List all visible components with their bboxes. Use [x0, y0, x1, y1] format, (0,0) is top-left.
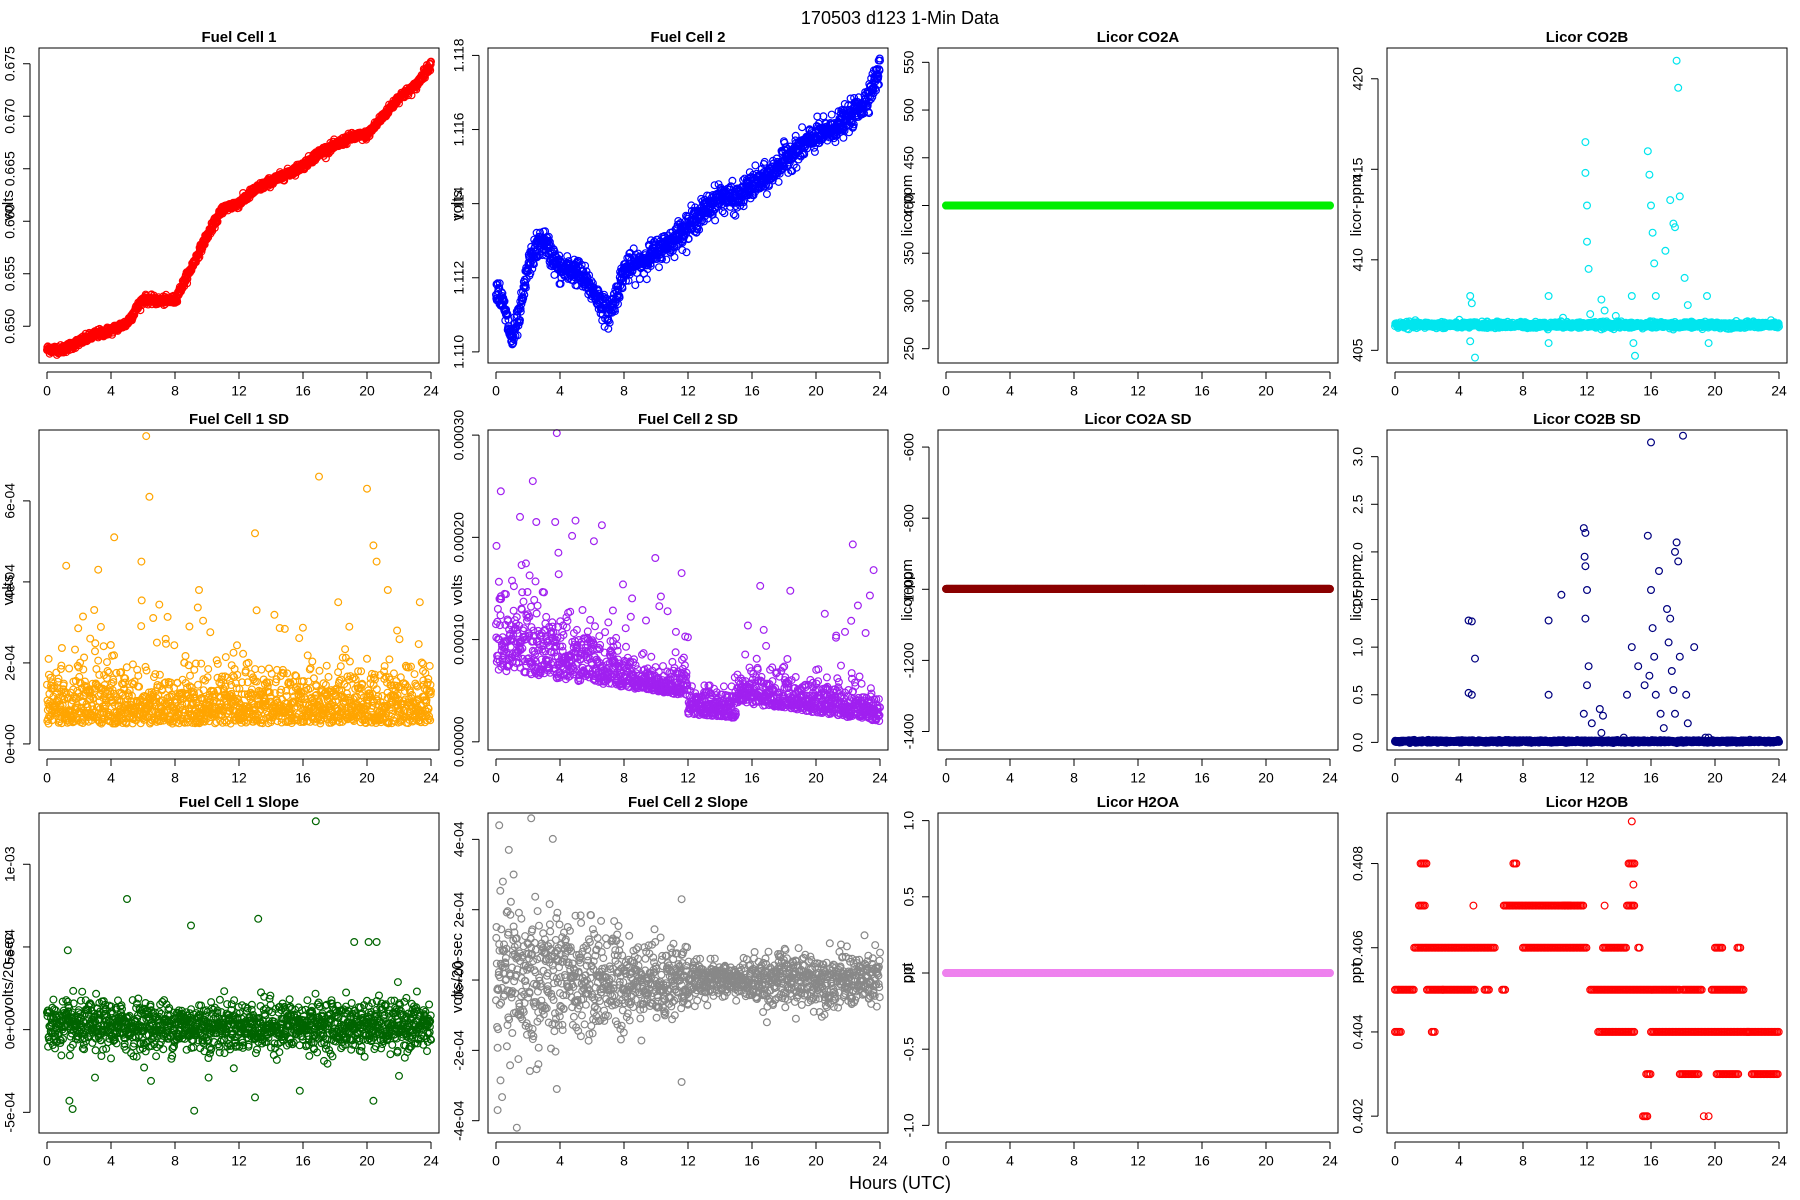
figure-xlabel: Hours (UTC): [849, 1173, 951, 1193]
x-tick-label: 0: [492, 383, 500, 399]
y-tick-label: 350: [901, 241, 917, 265]
y-tick-label: 1.110: [451, 335, 467, 369]
y-tick-label: 500: [901, 98, 917, 122]
panel-title: Fuel Cell 2: [650, 29, 725, 46]
panel-title: Licor CO2A: [1097, 29, 1180, 46]
y-tick-label: 450: [901, 146, 917, 170]
x-tick-label: 20: [808, 383, 824, 399]
y-tick-label: 250: [901, 337, 917, 361]
x-tick-label: 4: [556, 383, 564, 399]
panels-group: Fuel Cell 1 volts 0 4 8 12 16 20 24 0.650 0.655 0.6…: [0, 29, 1788, 1169]
y-tick-label: 1.116: [451, 112, 467, 146]
points-group: [42, 57, 436, 359]
x-tick-label: 4: [1006, 383, 1014, 399]
x-tick-label: 16: [295, 383, 311, 399]
x-tick-label: 24: [1322, 383, 1338, 399]
y-tick-label: 0.655: [2, 256, 18, 291]
y-tick-label: 0.675: [2, 46, 18, 81]
y-tick-label: 400: [901, 194, 917, 218]
x-tick-label: 4: [107, 383, 115, 399]
x-tick-label: 12: [1130, 383, 1146, 399]
y-tick-label: 0.650: [2, 309, 18, 344]
y-tick-label: 1.118: [451, 38, 467, 72]
figure-title: 170503 d123 1-Min Data: [801, 8, 1000, 28]
points-group: [941, 201, 1334, 210]
y-tick-label: 1.112: [451, 261, 467, 295]
x-tick-label: 8: [171, 383, 179, 399]
panel-title: Fuel Cell 1: [201, 29, 276, 46]
x-tick-label: 24: [423, 383, 439, 399]
x-tick-label: 16: [1194, 383, 1210, 399]
x-tick-label: 12: [231, 383, 247, 399]
x-tick-label: 24: [872, 383, 888, 399]
panel-title: Licor CO2B: [1546, 29, 1629, 46]
x-tick-label: 0: [942, 383, 950, 399]
x-tick-label: 16: [744, 383, 760, 399]
y-tick-label: 300: [901, 289, 917, 313]
panel-ylabel: licor-ppm: [1348, 175, 1365, 237]
x-tick-label: 8: [1070, 383, 1078, 399]
x-tick-label: 20: [359, 383, 375, 399]
x-tick-label: 0: [43, 383, 51, 399]
y-tick-label: 1.114: [451, 186, 467, 220]
x-tick-label: 20: [1258, 383, 1274, 399]
y-tick-label: 550: [901, 50, 917, 74]
y-tick-label: 0.660: [2, 204, 18, 239]
x-tick-label: 8: [620, 383, 628, 399]
y-tick-label: 0.670: [2, 99, 18, 134]
y-tick-label: 0.665: [2, 151, 18, 186]
panel-ylabel: volts: [0, 190, 17, 221]
x-tick-label: 12: [680, 383, 696, 399]
panel-fc1: Fuel Cell 1 volts 0 4 8 12 16 20 24 0.650 0.655 0.6…: [0, 29, 440, 399]
